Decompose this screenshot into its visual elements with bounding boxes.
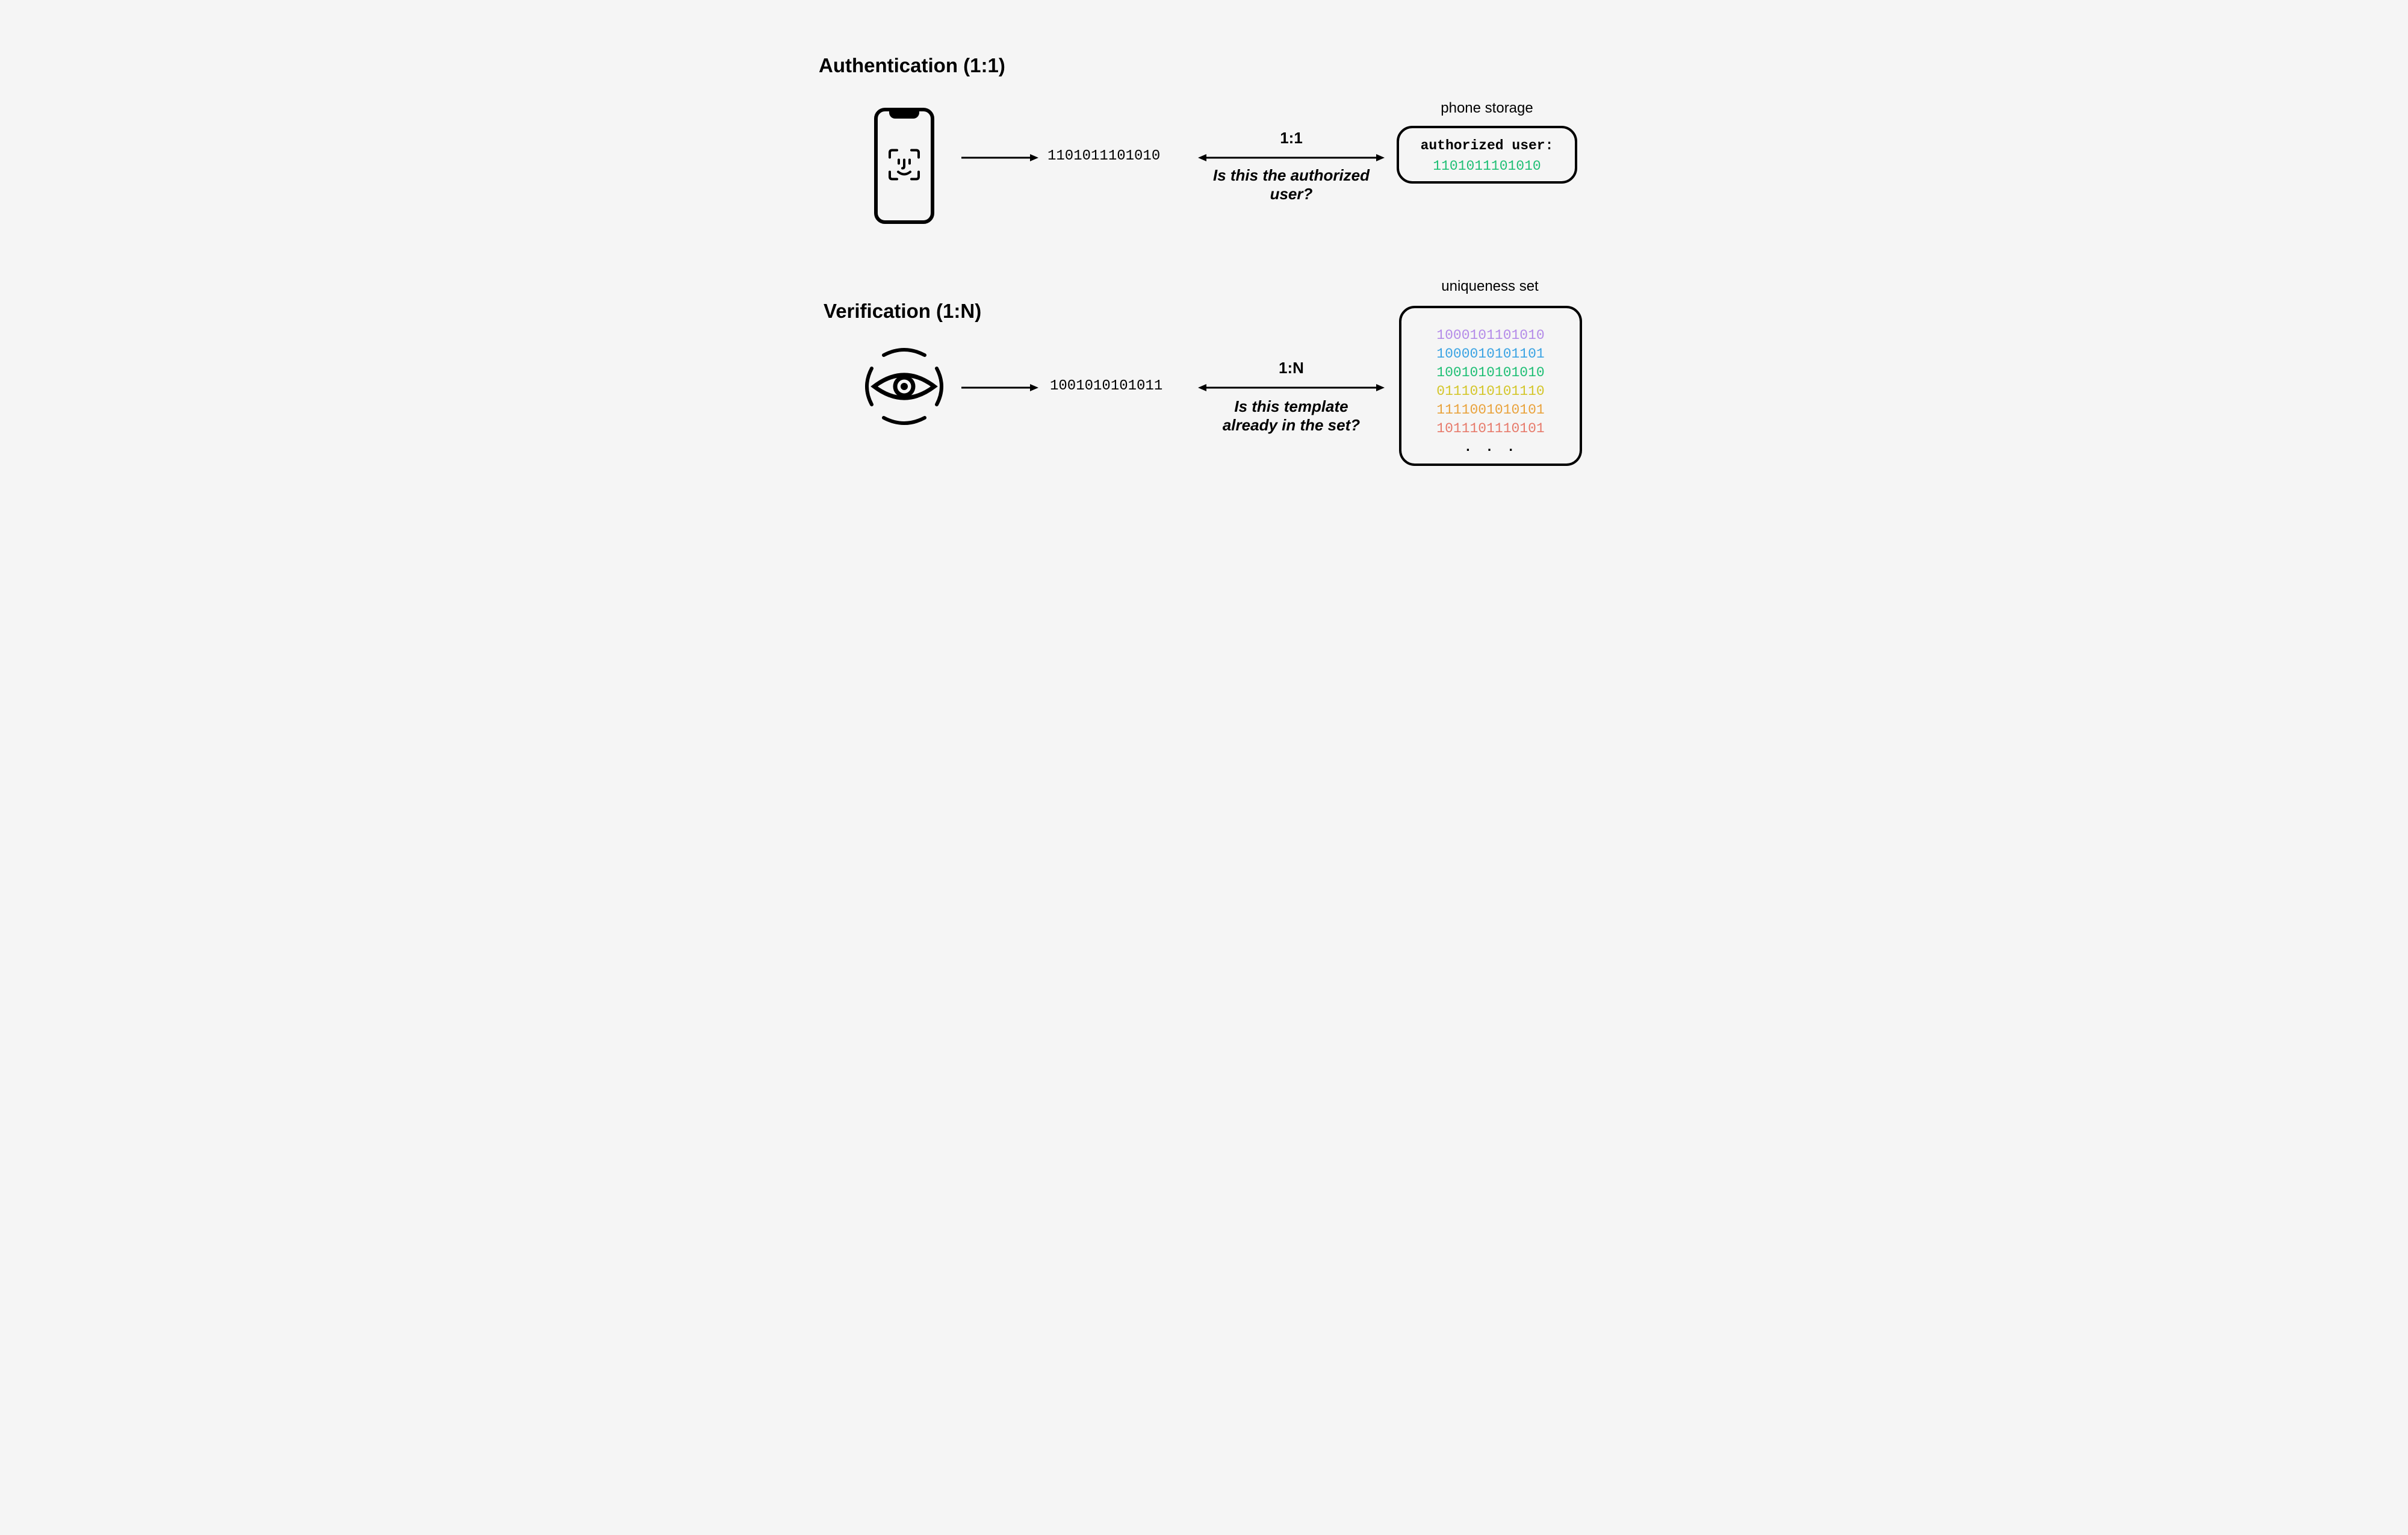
phone-notch-icon (889, 110, 919, 119)
faceid-icon (886, 146, 922, 185)
phone-icon (874, 108, 934, 224)
verify-binary: 1001010101011 (1050, 378, 1162, 394)
auth-binary: 1101011101010 (1047, 148, 1160, 164)
verify-set-entries: 1000101101010100001010110110010101010100… (1401, 326, 1580, 438)
verify-set-entry: 0111010101110 (1401, 382, 1580, 401)
auth-storage-box: authorized user: 1101011101010 (1397, 126, 1577, 184)
arrow-verify-2 (1198, 382, 1385, 394)
arrow-auth-1 (960, 152, 1038, 164)
verify-set-entry: 1111001010101 (1401, 401, 1580, 420)
verify-set-entry: 1000101101010 (1401, 326, 1580, 345)
verify-ratio-label: 1:N (1198, 359, 1385, 377)
verify-set-entry: 1001010101010 (1401, 364, 1580, 382)
verify-title: Verification (1:N) (824, 300, 981, 323)
auth-storage-label: authorized user: (1399, 138, 1575, 154)
auth-storage-title: phone storage (1397, 100, 1577, 117)
verify-set-title: uniqueness set (1397, 278, 1583, 295)
verify-set-entry: 1011101110101 (1401, 420, 1580, 438)
verify-set-entry: 1000010101101 (1401, 345, 1580, 364)
verify-set-box: 1000101101010100001010110110010101010100… (1399, 306, 1582, 466)
auth-ratio-label: 1:1 (1198, 129, 1385, 147)
auth-storage-value: 1101011101010 (1399, 158, 1575, 174)
verify-question: Is this template already in the set? (1214, 397, 1369, 435)
auth-question: Is this the authorized user? (1210, 166, 1373, 203)
auth-title: Authentication (1:1) (819, 54, 1005, 77)
arrow-verify-1 (960, 382, 1038, 394)
diagram-canvas: Authentication (1:1) (795, 0, 1613, 522)
eye-scan-icon (860, 344, 949, 432)
verify-set-ellipsis: . . . (1401, 439, 1580, 455)
arrow-auth-2 (1198, 152, 1385, 164)
